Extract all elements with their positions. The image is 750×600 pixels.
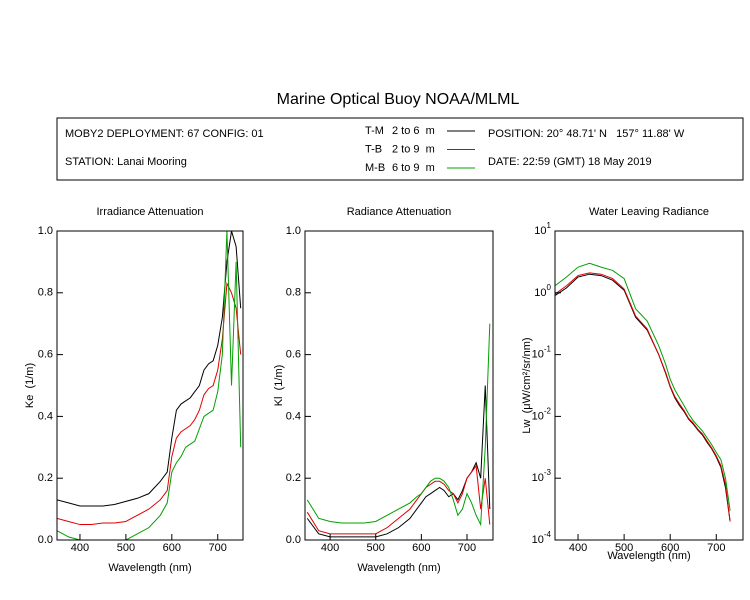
station: STATION: Lanai Mooring xyxy=(65,156,187,168)
page-title: Marine Optical Buoy NOAA/MLML xyxy=(277,91,520,108)
deployment: MOBY2 DEPLOYMENT: 67 CONFIG: 01 xyxy=(65,128,264,140)
date: DATE: 22:59 (GMT) 18 May 2019 xyxy=(488,156,652,168)
series-line xyxy=(306,464,491,535)
y-axis-title: Kl (1/m) xyxy=(273,365,285,407)
legend-name: M-B xyxy=(365,162,385,174)
panel-title: Irradiance Attenuation xyxy=(96,206,203,218)
x-axis-title: Wavelength (nm) xyxy=(108,562,191,574)
y-tick-label: 1.0 xyxy=(286,225,301,237)
series-line xyxy=(555,262,731,511)
series-line xyxy=(57,231,242,540)
y-tick-label: 0.4 xyxy=(286,410,301,422)
series-line xyxy=(306,323,491,527)
y-tick-label: 0.6 xyxy=(286,349,301,361)
y-tick-label: 0.8 xyxy=(286,287,301,299)
plot-frame xyxy=(56,230,244,541)
y-tick-label: 10-4 xyxy=(532,530,552,546)
series-line xyxy=(57,281,242,526)
plot-frame xyxy=(304,230,494,541)
y-tick-label: 10-2 xyxy=(532,407,552,423)
x-tick-label: 500 xyxy=(615,542,633,554)
x-tick-label: 400 xyxy=(569,542,587,554)
x-tick-label: 400 xyxy=(321,542,339,554)
x-tick-label: 700 xyxy=(458,542,476,554)
x-tick-label: 700 xyxy=(209,542,227,554)
y-tick-label: 0.6 xyxy=(38,349,53,361)
y-tick-label: 100 xyxy=(534,283,551,299)
y-tick-label: 1.0 xyxy=(38,225,53,237)
legend-range: 6 to 9 m xyxy=(392,162,435,174)
x-tick-label: 500 xyxy=(117,542,135,554)
y-tick-label: 0.2 xyxy=(286,472,301,484)
legend-range: 2 to 6 m xyxy=(392,125,435,137)
y-tick-label: 0.4 xyxy=(38,410,53,422)
y-tick-label: 0.0 xyxy=(38,534,53,546)
y-tick-label: 0.8 xyxy=(38,287,53,299)
legend-name: T-B xyxy=(365,143,382,155)
x-tick-label: 500 xyxy=(367,542,385,554)
x-axis-title: Wavelength (nm) xyxy=(357,562,440,574)
x-tick-label: 400 xyxy=(71,542,89,554)
plot-frame xyxy=(554,230,744,541)
series-line xyxy=(555,272,731,522)
info-box xyxy=(56,117,744,181)
y-tick-label: 0.0 xyxy=(286,534,301,546)
y-tick-label: 10-3 xyxy=(532,468,552,484)
x-axis-title: Wavelength (nm) xyxy=(607,550,690,562)
y-axis-title: Ke (1/m) xyxy=(24,363,36,408)
panel-title: Water Leaving Radiance xyxy=(589,206,709,218)
legend-range: 2 to 9 m xyxy=(392,143,435,155)
series-line xyxy=(57,231,242,507)
x-tick-label: 600 xyxy=(163,542,181,554)
y-axis-title: Lw (μW/cm²/sr/nm) xyxy=(521,337,533,433)
y-tick-label: 0.2 xyxy=(38,472,53,484)
legend-name: T-M xyxy=(365,125,384,137)
x-tick-label: 600 xyxy=(661,542,679,554)
y-tick-label: 10-1 xyxy=(532,345,552,361)
panel-title: Radiance Attenuation xyxy=(347,206,452,218)
x-tick-label: 600 xyxy=(412,542,430,554)
x-tick-label: 700 xyxy=(707,542,725,554)
position: POSITION: 20° 48.71' N 157° 11.88' W xyxy=(488,128,685,140)
y-tick-label: 101 xyxy=(534,221,551,237)
